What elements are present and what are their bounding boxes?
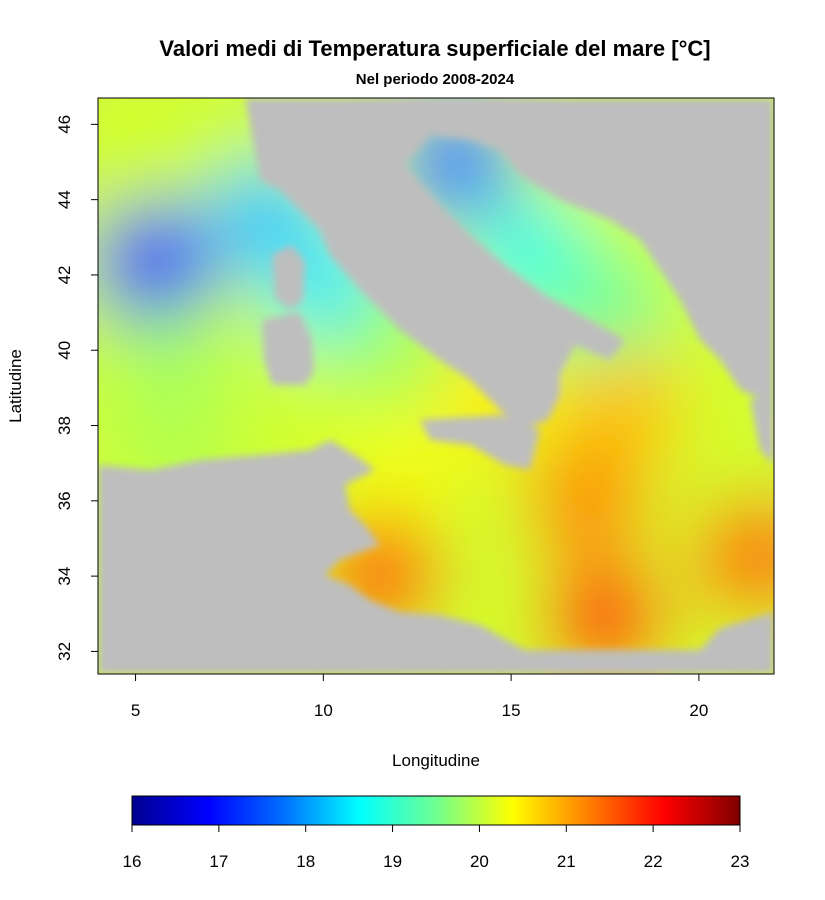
land-italy-balkans: [245, 98, 774, 430]
colorbar: 16 17 18 19 20 21 22 23: [123, 795, 750, 871]
y-tick-label: 44: [55, 190, 74, 209]
sea-region-sample: [545, 561, 665, 674]
x-tick-label: 20: [689, 701, 708, 720]
colorbar-gradient: [131, 795, 741, 826]
colorbar-tick-label: 23: [731, 852, 750, 871]
land-masses: [98, 98, 774, 674]
x-tick-label: 10: [314, 701, 333, 720]
colorbar-tick-label: 17: [209, 852, 228, 871]
y-tick-label: 34: [55, 567, 74, 586]
land-sicily: [420, 415, 540, 470]
colorbar-tick-label: 19: [383, 852, 402, 871]
colorbar-tick-label: 21: [557, 852, 576, 871]
y-axis: 32 34 36 38 40 42 44 46: [55, 115, 99, 661]
x-axis-title: Longitudine: [392, 751, 480, 770]
sea-region-sample: [695, 497, 774, 618]
colorbar-tick-label: 20: [470, 852, 489, 871]
x-axis: 5 10 15 20: [131, 673, 708, 720]
x-tick-label: 15: [502, 701, 521, 720]
colorbar-tick-label: 16: [123, 852, 142, 871]
land-sardinia: [262, 312, 314, 385]
y-tick-label: 32: [55, 642, 74, 661]
colorbar-tick-label: 18: [296, 852, 315, 871]
chart-title: Valori medi di Temperatura superficiale …: [159, 36, 711, 61]
land-greece: [750, 395, 774, 465]
y-axis-title: Latitudine: [6, 349, 25, 423]
sea-region-sample: [526, 440, 647, 561]
sea-region-sample: [338, 410, 459, 531]
chart-subtitle: Nel periodo 2008-2024: [355, 71, 515, 88]
y-tick-label: 38: [55, 416, 74, 435]
x-tick-label: 5: [131, 701, 140, 720]
land-north-africa: [98, 440, 774, 674]
y-tick-label: 40: [55, 341, 74, 360]
y-tick-label: 46: [55, 115, 74, 134]
land-corsica: [272, 245, 305, 310]
y-tick-label: 36: [55, 491, 74, 510]
sea-region-sample: [98, 203, 215, 324]
colorbar-tick-label: 22: [644, 852, 663, 871]
sea-region-sample: [563, 346, 684, 467]
y-tick-label: 42: [55, 265, 74, 284]
